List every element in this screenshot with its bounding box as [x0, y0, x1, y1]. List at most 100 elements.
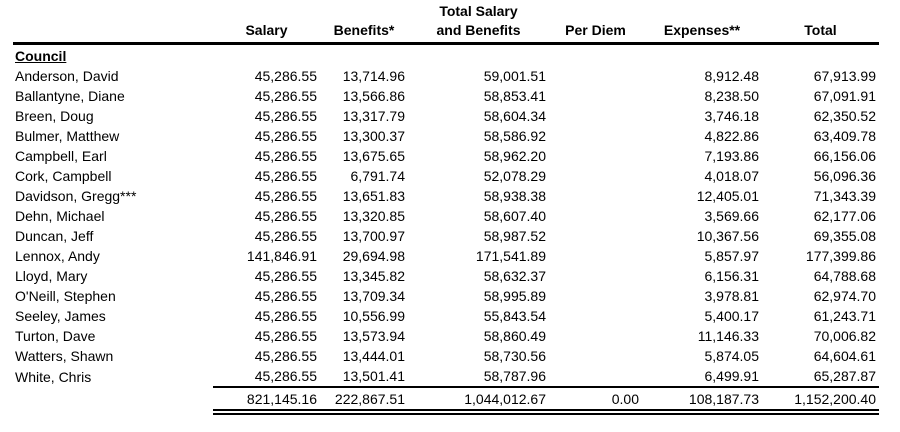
cell-total-salary-benefits: 58,987.52	[483, 228, 546, 244]
table-row: Ballantyne, Diane 45,286.55 13,566.86 58,85…	[13, 86, 879, 106]
cell-benefits: 13,700.97	[342, 228, 405, 244]
col-header-per-diem: Per Diem	[549, 21, 642, 45]
totals-total: 1,152,200.40	[762, 386, 879, 415]
cell-total-salary-benefits: 171,541.89	[475, 248, 546, 264]
cell-name: Bulmer, Matthew	[15, 128, 120, 144]
cell-benefits: 13,573.94	[342, 328, 405, 344]
group-label: Council	[15, 48, 67, 64]
cell-total-salary-benefits: 58,787.96	[483, 368, 546, 384]
cell-total: 64,788.68	[813, 268, 876, 284]
cell-total: 63,409.78	[813, 128, 876, 144]
cell-name: Breen, Doug	[15, 108, 94, 124]
totals-salary: 821,145.16	[213, 386, 320, 415]
cell-salary: 45,286.55	[254, 228, 317, 244]
cell-per-diem	[549, 106, 642, 126]
cell-per-diem	[549, 66, 642, 86]
table-row: Watters, Shawn 45,286.55 13,444.01 58,730.5…	[13, 346, 879, 366]
cell-salary: 45,286.55	[254, 108, 317, 124]
cell-name: Campbell, Earl	[15, 148, 107, 164]
cell-total: 64,604.61	[813, 348, 876, 364]
cell-total-salary-benefits: 58,607.40	[483, 208, 546, 224]
totals-benefits: 222,867.51	[320, 386, 408, 415]
table-footer: 821,145.16 222,867.51 1,044,012.67 0.00 …	[13, 386, 879, 415]
table-row: Campbell, Earl 45,286.55 13,675.65 58,962.2…	[13, 146, 879, 166]
table-body: Council Anderson, David 45,286.55 13,714.9…	[13, 44, 879, 388]
cell-salary: 45,286.55	[254, 168, 317, 184]
cell-total-salary-benefits: 58,632.37	[483, 268, 546, 284]
col-header-total: Total	[762, 21, 879, 45]
cell-per-diem	[549, 206, 642, 226]
cell-total: 66,156.06	[813, 148, 876, 164]
cell-salary: 45,286.55	[254, 268, 317, 284]
cell-per-diem	[549, 246, 642, 266]
cell-salary: 45,286.55	[254, 148, 317, 164]
cell-per-diem	[549, 306, 642, 326]
cell-total-salary-benefits: 55,843.54	[483, 308, 546, 324]
cell-benefits: 13,300.37	[342, 128, 405, 144]
cell-total-salary-benefits: 58,938.38	[483, 188, 546, 204]
table-row: Dehn, Michael 45,286.55 13,320.85 58,607.40…	[13, 206, 879, 226]
cell-total-salary-benefits: 58,853.41	[483, 88, 546, 104]
cell-total-salary-benefits: 58,962.20	[483, 148, 546, 164]
cell-name: Ballantyne, Diane	[15, 88, 125, 104]
cell-per-diem	[549, 286, 642, 306]
cell-salary: 45,286.55	[254, 288, 317, 304]
totals-row: 821,145.16 222,867.51 1,044,012.67 0.00 …	[13, 386, 879, 415]
totals-expenses: 108,187.73	[642, 386, 762, 415]
cell-name: Anderson, David	[15, 68, 119, 84]
table-row: Bulmer, Matthew 45,286.55 13,300.37 58,586.…	[13, 126, 879, 146]
col-header-total-salary-line1: Total Salary	[439, 3, 518, 19]
cell-expenses: 7,193.86	[704, 148, 760, 164]
table-row: Cork, Campbell 45,286.55 6,791.74 52,078.29…	[13, 166, 879, 186]
cell-per-diem	[549, 366, 642, 387]
cell-benefits: 13,675.65	[342, 148, 405, 164]
cell-total: 62,350.52	[813, 108, 876, 124]
cell-expenses: 4,018.07	[704, 168, 760, 184]
cell-name: Lloyd, Mary	[15, 268, 88, 284]
cell-benefits: 13,345.82	[342, 268, 405, 284]
header-spacer-left	[13, 2, 408, 21]
cell-total-salary-benefits: 58,730.56	[483, 348, 546, 364]
table-row: Breen, Doug 45,286.55 13,317.79 58,604.34 3,…	[13, 106, 879, 126]
cell-total-salary-benefits: 58,995.89	[483, 288, 546, 304]
totals-total-salary-benefits: 1,044,012.67	[408, 386, 549, 415]
cell-salary: 45,286.55	[254, 368, 317, 384]
group-row-council: Council	[13, 44, 879, 67]
cell-salary: 45,286.55	[254, 308, 317, 324]
cell-salary: 45,286.55	[254, 348, 317, 364]
cell-total: 62,177.06	[813, 208, 876, 224]
col-header-name	[13, 21, 213, 45]
cell-salary: 45,286.55	[254, 188, 317, 204]
table-row: Duncan, Jeff 45,286.55 13,700.97 58,987.52 1…	[13, 226, 879, 246]
cell-salary: 45,286.55	[254, 128, 317, 144]
table-row: Turton, Dave 45,286.55 13,573.94 58,860.49 1…	[13, 326, 879, 346]
cell-name: Dehn, Michael	[15, 208, 105, 224]
table-row: Seeley, James 45,286.55 10,556.99 55,843.54…	[13, 306, 879, 326]
cell-expenses: 10,367.56	[696, 228, 759, 244]
cell-benefits: 13,651.83	[342, 188, 405, 204]
cell-total: 67,091.91	[813, 88, 876, 104]
cell-total: 61,243.71	[813, 308, 876, 324]
cell-expenses: 5,874.05	[704, 348, 760, 364]
col-header-total-salary-line2: and Benefits	[408, 21, 549, 45]
cell-salary: 45,286.55	[254, 328, 317, 344]
cell-benefits: 13,317.79	[342, 108, 405, 124]
cell-total-salary-benefits: 58,860.49	[483, 328, 546, 344]
cell-expenses: 3,746.18	[704, 108, 760, 124]
col-header-benefits: Benefits*	[320, 21, 408, 45]
cell-expenses: 11,146.33	[697, 328, 759, 344]
table-row: White, Chris 45,286.55 13,501.41 58,787.96 6…	[13, 366, 879, 387]
cell-name: O'Neill, Stephen	[15, 288, 116, 304]
cell-salary: 45,286.55	[254, 208, 317, 224]
cell-total: 69,355.08	[813, 228, 876, 244]
header-row-main: Salary Benefits* and Benefits Per Diem E…	[13, 21, 879, 45]
cell-per-diem	[549, 346, 642, 366]
cell-expenses: 12,405.01	[696, 188, 759, 204]
cell-per-diem	[549, 226, 642, 246]
cell-benefits: 13,320.85	[342, 208, 405, 224]
cell-name: Duncan, Jeff	[15, 228, 94, 244]
cell-total: 71,343.39	[813, 188, 876, 204]
group-cell: Council	[13, 44, 879, 67]
cell-per-diem	[549, 166, 642, 186]
cell-benefits: 29,694.98	[342, 248, 405, 264]
